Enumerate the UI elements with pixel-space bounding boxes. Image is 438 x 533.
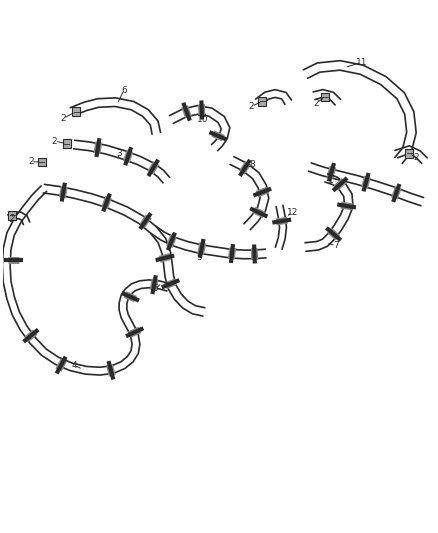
Text: 2: 2 bbox=[28, 157, 34, 166]
Text: 2: 2 bbox=[60, 114, 66, 123]
Text: 5: 5 bbox=[152, 285, 158, 294]
Bar bbox=[321, 93, 329, 101]
Text: 7: 7 bbox=[333, 241, 339, 250]
Text: 2: 2 bbox=[413, 153, 419, 162]
Bar bbox=[63, 139, 71, 148]
Bar bbox=[38, 158, 46, 166]
Text: 1: 1 bbox=[328, 176, 333, 185]
Bar bbox=[406, 149, 413, 158]
Text: 4: 4 bbox=[71, 361, 77, 369]
Text: 3: 3 bbox=[116, 149, 122, 158]
Text: 12: 12 bbox=[287, 208, 298, 217]
Text: 9: 9 bbox=[197, 253, 202, 262]
Text: 2: 2 bbox=[314, 99, 319, 108]
Bar bbox=[8, 211, 16, 220]
Bar bbox=[258, 97, 266, 106]
Text: 2: 2 bbox=[52, 136, 57, 146]
Text: 6: 6 bbox=[121, 86, 127, 94]
Bar bbox=[72, 107, 80, 116]
Text: 2: 2 bbox=[10, 214, 15, 223]
Text: 2: 2 bbox=[249, 102, 254, 111]
Text: 10: 10 bbox=[197, 115, 208, 124]
Text: 11: 11 bbox=[356, 58, 367, 67]
Text: 8: 8 bbox=[250, 160, 256, 169]
